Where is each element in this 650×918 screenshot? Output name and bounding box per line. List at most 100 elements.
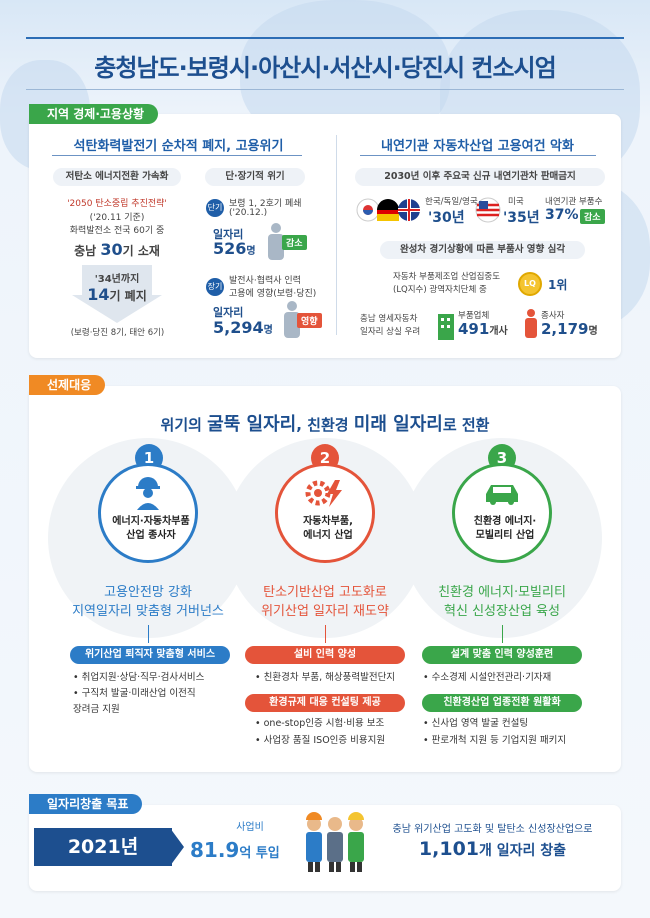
factory-icon: [438, 314, 454, 340]
headline-mid: , 친환경: [296, 416, 354, 434]
target-year: 2021년: [34, 828, 172, 866]
budget-amount: 81.9억 투입: [190, 838, 280, 862]
closure-arrow-icon: [72, 265, 162, 323]
strategy-date-text: ('20.11 기준): [89, 213, 145, 223]
count-prefix: 충남: [74, 244, 97, 258]
budget-unit: 억 투입: [239, 846, 280, 861]
long-term-text1: 발전사·협력사 인력: [229, 276, 301, 286]
long-jobs-badge: 영향: [297, 313, 322, 328]
col2-bar2-item2: • 사업장 품질 ISO인증 비용지원: [255, 735, 386, 746]
count-suffix: 기 소재: [122, 244, 160, 258]
col3-bar1-head: 설계 맞춤 인력 양성훈련: [422, 646, 582, 664]
column3-label-line1: 친환경 에너지·: [473, 516, 537, 527]
budget-number: 81.9: [190, 838, 240, 862]
column1-goal-line2: 지역일자리 맞춤형 거버넌스: [72, 604, 224, 619]
col2-bar1-item1: • 친환경차 부품, 해상풍력발전단지: [255, 672, 396, 683]
auto-heading-underline: [360, 155, 596, 156]
closure-deadline: '34년까지: [94, 274, 140, 285]
column-ring-2: [275, 463, 375, 563]
long-jobs-unit: 명: [263, 325, 273, 336]
col1-bar1-head: 위기산업 퇴직자 맞춤형 서비스: [70, 646, 230, 664]
column-label-2: 자동차부품, 에너지 산업: [275, 515, 381, 543]
column1-goal-line1: 고용안전망 강화: [104, 585, 192, 600]
lq-line2: (LQ지수) 광역자치단체 중: [393, 285, 487, 295]
headline-post: 로 전환: [442, 416, 490, 434]
long-jobs-number: 5,294: [213, 318, 264, 337]
column-goal-1: 고용안전망 강화 지역일자리 맞춤형 거버넌스: [48, 583, 248, 621]
headline-pre: 위기의: [160, 416, 208, 434]
firms-label: 부품업체: [458, 311, 490, 321]
workers-unit: 명: [588, 326, 598, 337]
panel-divider: [336, 135, 337, 335]
people-silhouette-icon: [284, 301, 300, 338]
workers-group-icon: [306, 812, 364, 872]
column-goal-2: 탄소기반산업 고도화로 위기산업 일자리 재도약: [225, 583, 425, 621]
section-tag-economy: 지역 경제·고용상황: [29, 104, 159, 124]
col3-bar2-head: 친환경산업 업종전환 원활화: [422, 694, 582, 712]
workers-count: 2,179명: [541, 320, 598, 338]
col3-bar1-item1: • 수소경제 시설안전관리·기자재: [423, 672, 552, 683]
section-tag-response: 선제대응: [29, 375, 106, 395]
col2-bar2-head: 환경규제 대응 컨설팅 제공: [245, 694, 405, 712]
column2-goal-line2: 위기산업 일자리 재도약: [261, 604, 389, 619]
column-connector-3: [502, 625, 503, 643]
flag-us-icon: [475, 197, 501, 223]
carbon-strategy-text: '2050 탄소중립 추진전략': [67, 199, 167, 209]
short-term-text1: 보령 1, 2호기 폐쇄: [229, 199, 302, 209]
people-silhouette-icon: [268, 223, 284, 260]
firms-number: 491: [458, 320, 490, 338]
closure-count: 14기 폐지: [72, 285, 162, 304]
target-jobs-number: 1,101: [418, 838, 480, 860]
coal-heading: 석탄화력발전기 순차적 폐지, 고용위기: [73, 139, 284, 154]
short-jobs-label: 일자리: [213, 228, 244, 241]
column-goal-3: 친환경 에너지·모빌리티 혁신 신성장산업 육성: [402, 583, 602, 621]
closed-number: 14: [87, 285, 110, 304]
closed-suffix: 기 폐지: [109, 289, 147, 303]
long-term-text2: 고용에 영향(보령·당진): [229, 289, 317, 299]
economy-panel: [29, 114, 621, 358]
column1-label-line2: 산업 종사자: [126, 530, 176, 541]
headline-bold1: 굴뚝 일자리: [207, 414, 297, 435]
parts-percent: 37%: [545, 207, 579, 223]
impact-pill: 완성차 경기상황에 따른 부품사 영향 심각: [380, 241, 585, 259]
column3-goal-line1: 친환경 에너지·모빌리티: [438, 585, 566, 600]
auto-heading: 내연기관 자동차산업 고용여건 악화: [381, 139, 574, 154]
col2-bar2-item1: • one-stop인증 시험·비용 보조: [255, 718, 385, 729]
firms-unit: 개사: [489, 326, 508, 337]
column-connector-1: [148, 625, 149, 643]
column1-label-line1: 에너지·자동차부품: [112, 516, 190, 527]
column3-goal-line2: 혁신 신성장산업 육성: [444, 604, 560, 619]
headline-bold2: 미래 일자리: [353, 414, 443, 435]
column-label-3: 친환경 에너지· 모빌리티 산업: [452, 515, 558, 543]
worker-icon: [136, 477, 160, 510]
short-jobs: 526명: [213, 239, 256, 258]
column2-label-line1: 자동차부품,: [303, 516, 353, 527]
short-jobs-number: 526: [213, 239, 247, 258]
short-jobs-badge: 감소: [282, 235, 307, 250]
budget-label: 사업비: [236, 822, 264, 833]
short-term-label: 단기: [206, 199, 224, 217]
crisis-pill: 단·장기적 위기: [205, 168, 305, 186]
response-headline: 위기의 굴뚝 일자리, 친환경 미래 일자리로 전환: [29, 410, 621, 436]
risk-line1: 충남 영세자동차: [360, 314, 418, 324]
ban-pill: 2030년 이후 주요국 신규 내연기관차 판매금지: [355, 168, 605, 186]
workers-label: 종사자: [541, 311, 565, 321]
workers-number: 2,179: [541, 320, 589, 338]
country-2: 미국: [508, 197, 524, 207]
target-goal-line: 충남 위기산업 고도화 및 탈탄소 신성장산업으로: [392, 824, 593, 835]
column-connector-2: [325, 625, 326, 643]
section-tag-target: 일자리창출 목표: [29, 794, 143, 814]
parts-label: 내연기관 부품수: [545, 197, 603, 207]
column2-label-line2: 에너지 산업: [303, 530, 353, 541]
col3-bar2-item1: • 신사업 영역 발굴 컨설팅: [423, 718, 529, 729]
closure-note: (보령·당진 8기, 태안 6기): [70, 328, 165, 338]
title-bottom-rule: [26, 89, 624, 90]
flags-kr-de-uk-icon: [356, 198, 420, 222]
short-jobs-unit: 명: [246, 246, 256, 257]
gear-lightning-icon: [305, 480, 342, 507]
chungnam-plant-count: 충남 30기 소재: [57, 240, 177, 259]
lq-line1: 자동차 부품제조업 산업집중도: [393, 272, 501, 282]
col1-bar1-item1: • 취업지원·상담·직무·검사서비스: [73, 672, 205, 683]
target-jobs: 1,101개 일자리 창출: [380, 838, 605, 860]
target-jobs-unit: 개 일자리 창출: [479, 843, 567, 859]
